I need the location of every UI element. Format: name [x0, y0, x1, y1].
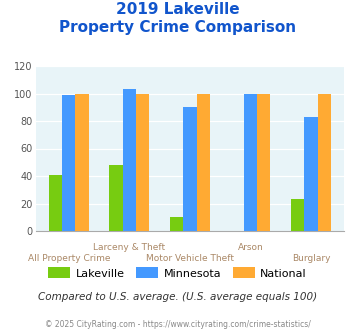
Text: Compared to U.S. average. (U.S. average equals 100): Compared to U.S. average. (U.S. average …: [38, 292, 317, 302]
Text: Larceny & Theft: Larceny & Theft: [93, 243, 165, 251]
Text: All Property Crime: All Property Crime: [28, 254, 110, 263]
Bar: [183, 107, 197, 231]
Text: Motor Vehicle Theft: Motor Vehicle Theft: [146, 254, 234, 263]
Text: © 2025 CityRating.com - https://www.cityrating.com/crime-statistics/: © 2025 CityRating.com - https://www.city…: [45, 320, 310, 329]
Bar: [49, 175, 62, 231]
Bar: [304, 117, 318, 231]
Bar: [244, 93, 257, 231]
Text: 2019 Lakeville: 2019 Lakeville: [116, 2, 239, 16]
Bar: [170, 217, 183, 231]
Bar: [76, 93, 89, 231]
Bar: [257, 93, 271, 231]
Bar: [291, 199, 304, 231]
Bar: [109, 165, 123, 231]
Text: Arson: Arson: [237, 243, 263, 251]
Bar: [123, 89, 136, 231]
Bar: [136, 93, 149, 231]
Text: Property Crime Comparison: Property Crime Comparison: [59, 20, 296, 35]
Bar: [318, 93, 331, 231]
Legend: Lakeville, Minnesota, National: Lakeville, Minnesota, National: [44, 263, 311, 283]
Bar: [62, 95, 76, 231]
Bar: [197, 93, 210, 231]
Text: Burglary: Burglary: [292, 254, 330, 263]
